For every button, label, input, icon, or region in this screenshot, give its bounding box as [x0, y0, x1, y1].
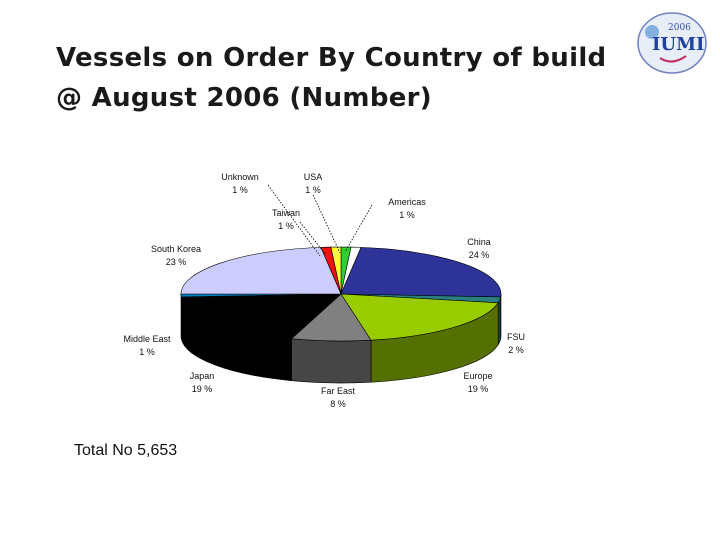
page-title: Vessels on Order By Country of build @ A… — [56, 43, 607, 113]
slice-label-name: USA — [304, 172, 323, 182]
slice-label-value: 1 % — [305, 185, 321, 195]
leader-line — [267, 184, 321, 257]
total-label: Total No 5,653 — [74, 442, 178, 459]
slice-label-value: 1 % — [278, 221, 294, 231]
pie-slice-japan — [180, 293, 342, 340]
slice-label-value: 19 % — [192, 384, 213, 394]
leader-line — [299, 221, 327, 256]
svg-text:IUMI: IUMI — [652, 34, 704, 55]
slice-label-name: Europe — [463, 371, 492, 381]
slice-label-value: 8 % — [330, 399, 346, 409]
slice-label-name: Unknown — [221, 172, 259, 182]
slice-label-name: Japan — [190, 371, 215, 381]
pie-slice-europe — [340, 293, 499, 341]
slice-label-name: South Korea — [151, 244, 201, 254]
pie-side-far-east — [291, 338, 372, 384]
slice-label-name: Far East — [321, 386, 356, 396]
pie-slice-taiwan — [330, 246, 342, 295]
slice-label-name: China — [467, 237, 491, 247]
slice-label-value: 24 % — [469, 250, 490, 260]
slice-label-value: 23 % — [166, 257, 187, 267]
pie-side-fsu — [497, 296, 501, 346]
iumi-logo-icon: 2006 IUMI — [637, 12, 707, 74]
slice-label-name: Americas — [388, 197, 426, 207]
slice-label-value: 1 % — [139, 347, 155, 357]
leader-line — [344, 204, 373, 253]
slice-label-name: Taiwan — [272, 208, 300, 218]
slice-label-value: 1 % — [232, 185, 248, 195]
svg-text:2006: 2006 — [668, 23, 691, 33]
pie-slice-south-korea — [180, 247, 342, 295]
pie-slice-china — [340, 247, 502, 298]
leader-line — [312, 194, 341, 254]
slice-label-name: Middle East — [123, 334, 171, 344]
slice-label-value: 2 % — [508, 345, 524, 355]
slice-label-value: 19 % — [468, 384, 489, 394]
slice-label-value: 1 % — [399, 210, 415, 220]
slice-label-name: FSU — [507, 332, 525, 342]
